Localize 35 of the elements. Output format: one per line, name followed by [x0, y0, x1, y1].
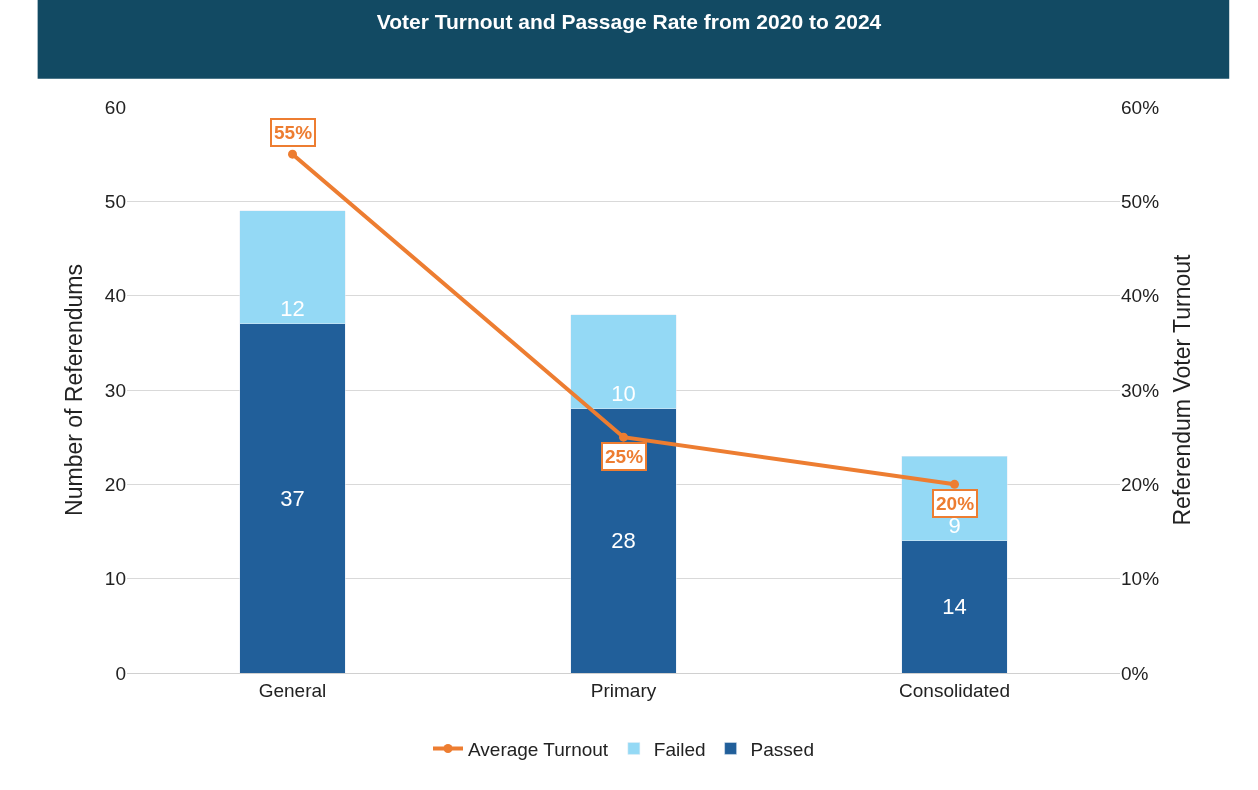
data-label: 9: [948, 512, 961, 538]
data-label: 10: [611, 380, 636, 406]
y2-tick-label: 0%: [1121, 662, 1149, 684]
data-label: 20%: [936, 493, 975, 514]
data-label: 14: [942, 594, 967, 620]
y2-tick-label: 40%: [1121, 285, 1160, 307]
y2-tick-label: 50%: [1121, 190, 1160, 212]
y-axis-title: Number of Referendums: [61, 264, 88, 516]
y-tick-label: 0: [115, 662, 126, 684]
y2-tick-label: 60%: [1121, 96, 1160, 118]
y-tick-label: 60: [104, 96, 126, 118]
legend-label: Average Turnout: [468, 738, 609, 760]
y-tick-label: 20: [104, 473, 126, 495]
x-tick-label: Consolidated: [899, 679, 1010, 701]
y-tick-label: 30: [104, 379, 126, 401]
legend-label: Failed: [653, 738, 706, 760]
y-tick-label: 40: [104, 285, 126, 307]
y2-axis-title: Referendum Voter Turnout: [1168, 253, 1195, 526]
y2-tick-label: 20%: [1121, 473, 1160, 495]
x-tick-label: General: [258, 679, 327, 701]
data-label: 25%: [605, 446, 644, 467]
data-label: 37: [280, 485, 305, 511]
data-label: 12: [280, 295, 305, 321]
y-tick-label: 10: [104, 568, 126, 590]
y2-tick-label: 30%: [1121, 379, 1160, 401]
x-tick-label: Primary: [590, 679, 657, 701]
chart-title: Voter Turnout and Passage Rate from 2020 to 2024: [376, 10, 882, 34]
point: [288, 149, 297, 159]
y2-tick-label: 10%: [1121, 568, 1160, 590]
data-label: 55%: [274, 122, 313, 143]
point: [619, 432, 628, 442]
legend-label: Passed: [750, 738, 814, 760]
data-label: 28: [611, 528, 636, 554]
point: [950, 479, 959, 489]
y-tick-label: 50: [104, 190, 126, 212]
